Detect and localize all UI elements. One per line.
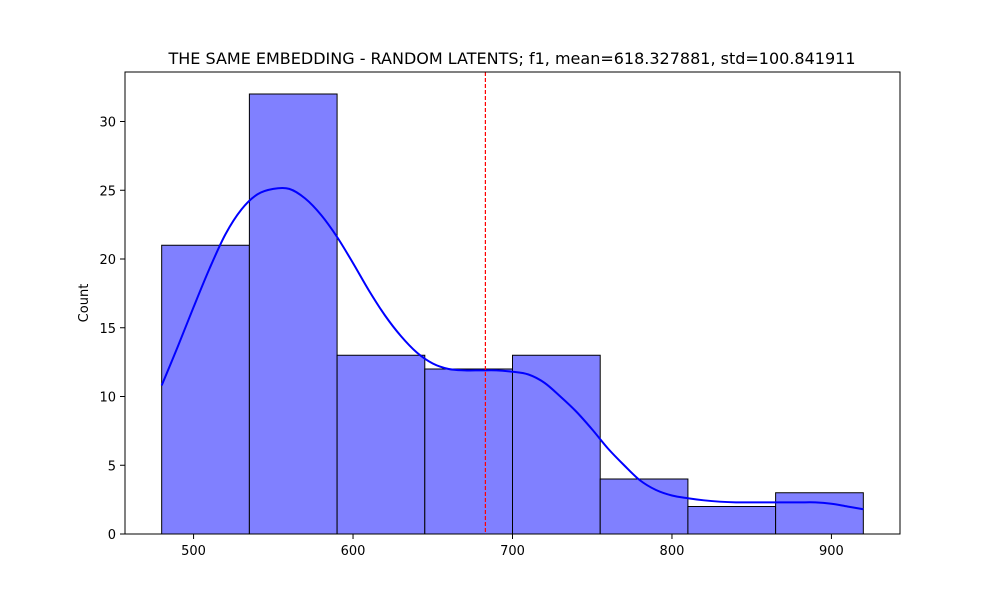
- bars-group: [161, 93, 864, 535]
- y-tick-label: 10: [99, 391, 116, 406]
- y-tick-label: 25: [99, 184, 116, 199]
- histogram-bar-4: [512, 354, 601, 535]
- histogram-bar-0: [161, 244, 250, 535]
- y-tick-label: 5: [108, 459, 116, 474]
- histogram-bar-2: [336, 354, 426, 535]
- x-tick-label: 900: [819, 544, 844, 559]
- histogram-bar-3: [424, 368, 514, 535]
- histogram-bar-1: [248, 93, 338, 535]
- histogram-bar-6: [687, 506, 777, 535]
- plot-frame: [124, 71, 901, 535]
- y-axis: 0 5 10 15 20 25 30: [99, 116, 125, 543]
- x-axis: 500 600 700 800 900: [181, 534, 844, 559]
- x-tick-label: 600: [341, 544, 366, 559]
- x-tick-label: 500: [181, 544, 206, 559]
- histogram-bar-5: [599, 478, 689, 535]
- histogram-bar-7: [775, 492, 864, 535]
- y-tick-label: 0: [108, 528, 116, 543]
- y-tick-label: 30: [99, 116, 116, 131]
- y-tick-label: 20: [99, 253, 116, 268]
- chart-title: THE SAME EMBEDDING - RANDOM LATENTS; f1,…: [167, 49, 855, 68]
- kde-line: [160, 186, 864, 511]
- y-axis-label: Count: [77, 284, 92, 323]
- y-tick-label: 15: [99, 322, 116, 337]
- x-tick-label: 800: [660, 544, 685, 559]
- kde-group: [160, 186, 864, 511]
- x-tick-label: 700: [500, 544, 525, 559]
